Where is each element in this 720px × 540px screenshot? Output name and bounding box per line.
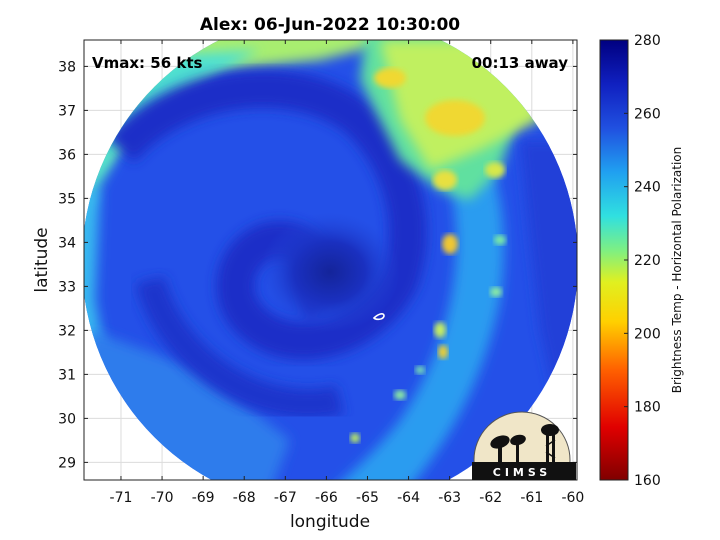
colorbar-tick-label: 260 <box>634 106 661 122</box>
x-tick-label: -67 <box>274 490 297 506</box>
y-tick-label: 33 <box>58 279 76 295</box>
x-tick-label: -62 <box>479 490 502 506</box>
time-away-label: 00:13 away <box>472 54 569 72</box>
x-tick-label: -60 <box>561 490 584 506</box>
logo-text: CIMSS <box>493 466 551 479</box>
y-tick-label: 34 <box>58 235 76 251</box>
colorbar-tick-label: 280 <box>634 33 661 49</box>
contour-marker <box>372 313 385 321</box>
y-tick-label: 30 <box>58 411 76 427</box>
colorbar-tick-label: 200 <box>634 326 661 342</box>
colorbar <box>599 39 629 481</box>
x-tick-label: -71 <box>110 490 133 506</box>
plot-frame <box>83 39 578 481</box>
colorbar-tick-label: 160 <box>634 473 661 489</box>
vmax-label: Vmax: 56 kts <box>92 54 202 72</box>
x-tick-label: -64 <box>397 490 420 506</box>
x-tick-label: -65 <box>356 490 379 506</box>
colorbar-tick-label: 240 <box>634 180 661 196</box>
y-tick-label: 36 <box>58 147 76 163</box>
y-tick-label: 29 <box>58 455 76 471</box>
colorbar-label: Brightness Temp - Horizontal Polarizatio… <box>670 147 684 394</box>
y-tick-label: 37 <box>58 103 76 119</box>
x-tick-label: -61 <box>520 490 543 506</box>
y-axis-label: latitude <box>32 227 52 292</box>
x-tick-label: -69 <box>192 490 215 506</box>
colorbar-tick-label: 220 <box>634 253 661 269</box>
x-axis-label: longitude <box>290 512 370 532</box>
plot-title: Alex: 06-Jun-2022 10:30:00 <box>200 15 460 35</box>
y-tick-label: 32 <box>58 323 76 339</box>
colorbar-tick-label: 180 <box>634 400 661 416</box>
y-axis-ticks: 29 30 31 32 33 34 35 36 37 38 <box>58 59 577 471</box>
y-tick-label: 38 <box>58 59 76 75</box>
x-tick-label: -70 <box>151 490 174 506</box>
cimss-logo: CIMSS <box>472 411 576 480</box>
x-tick-label: -66 <box>315 490 338 506</box>
x-tick-label: -63 <box>438 490 461 506</box>
x-tick-label: -68 <box>233 490 256 506</box>
x-axis-ticks: -71 -70 -69 -68 -67 -66 -65 -64 -63 -62 -61 -60 <box>110 40 584 506</box>
y-tick-label: 35 <box>58 191 76 207</box>
colorbar-ticks: 160 180 200 220 240 260 280 <box>624 33 661 489</box>
y-tick-label: 31 <box>58 367 76 383</box>
